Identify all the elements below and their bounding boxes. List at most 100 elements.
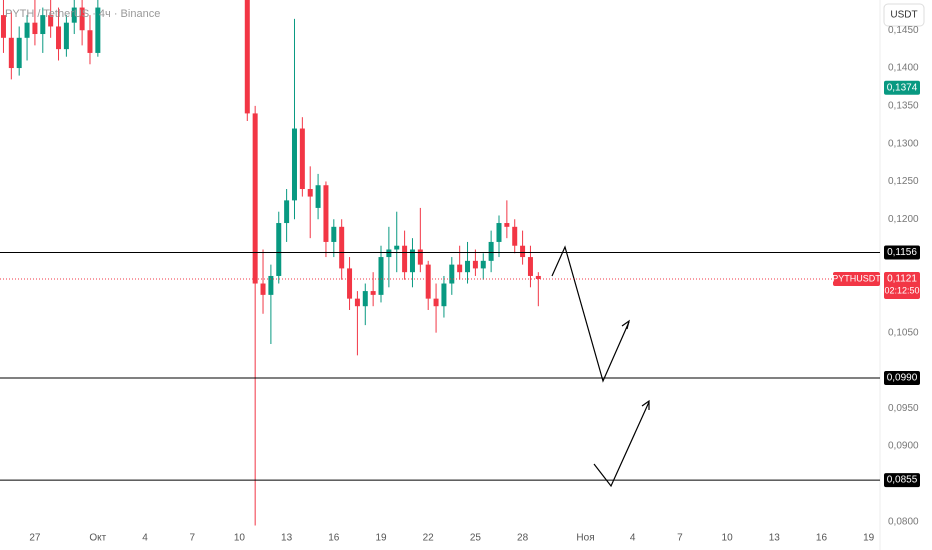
drawings: [551, 245, 650, 488]
currency-label[interactable]: USDT: [890, 10, 917, 21]
y-tick-label: 0,1400: [888, 63, 919, 74]
candle-body: [268, 275, 274, 295]
candle-body: [433, 298, 439, 307]
y-tick-label: 0,1350: [888, 100, 919, 111]
candle-body: [394, 245, 400, 250]
x-tick-label: 19: [375, 533, 387, 544]
x-tick-label: 7: [677, 533, 683, 544]
x-tick-label: 19: [863, 533, 875, 544]
x-tick-label: 4: [142, 533, 148, 544]
candle-body: [95, 7, 101, 53]
price-marker-tag: [884, 80, 920, 95]
candle-body: [362, 291, 368, 307]
candle-body: [71, 7, 77, 23]
y-tick-label: 0,1200: [888, 214, 919, 225]
x-tick-label: Окт: [89, 533, 106, 544]
candles: [0, 0, 541, 526]
candle-body: [24, 22, 30, 38]
candle-body: [291, 128, 297, 201]
candle-body: [441, 283, 447, 307]
level-tag: [884, 473, 920, 488]
candle-body: [488, 241, 494, 261]
x-tick-label: Ноя: [576, 533, 594, 544]
candle-body: [276, 223, 282, 276]
candle-body: [370, 291, 376, 295]
x-tick-label: 10: [722, 533, 734, 544]
countdown-label: 02:12:50: [884, 285, 919, 295]
last-price-label: 0,1121: [887, 274, 917, 285]
level-tag: [884, 245, 920, 260]
candle-body: [56, 26, 62, 50]
candle-body: [48, 15, 54, 27]
candle-body: [496, 223, 502, 242]
level-tag-label: 0,0855: [887, 475, 918, 486]
x-tick-label: 13: [281, 533, 293, 544]
x-tick-label: 10: [234, 533, 246, 544]
currency-button[interactable]: [883, 3, 925, 27]
arrow-head: [621, 319, 630, 330]
symbol-tag-label: PYTHUSDT: [832, 273, 881, 283]
candle-body: [323, 185, 329, 242]
x-tick-label: 7: [189, 533, 195, 544]
y-tick-label: 0,0900: [888, 441, 919, 452]
candle-body: [299, 128, 305, 190]
candle-body: [520, 245, 526, 258]
y-tick-label: 0,0800: [888, 516, 919, 527]
x-tick-label: 4: [630, 533, 636, 544]
y-tick-label: 0,1450: [888, 25, 919, 36]
symbol-title: PYTH / TetherUS · 4ч · Binance: [5, 8, 160, 20]
candle-body: [339, 226, 345, 269]
candle-body: [347, 268, 353, 299]
y-tick-label: 0,0950: [888, 403, 919, 414]
candle-body: [535, 275, 541, 279]
x-tick-label: 16: [816, 533, 828, 544]
candle-body: [307, 189, 313, 197]
level-tag: [884, 371, 920, 386]
candle-body: [244, 0, 250, 114]
candle-body: [527, 257, 533, 276]
candle-body: [252, 113, 258, 284]
last-price-tag: [884, 271, 920, 299]
candle-body: [409, 249, 415, 273]
x-tick-label: 13: [769, 533, 781, 544]
candle-body: [331, 226, 337, 242]
candle-body: [402, 245, 408, 273]
price-marker-label: 0,1374: [887, 82, 918, 93]
candle-body: [87, 30, 93, 53]
candle-body: [472, 260, 478, 269]
candle-body: [284, 200, 290, 224]
candle-body: [32, 22, 38, 35]
candle-body: [0, 15, 6, 38]
x-tick-label: 25: [470, 533, 482, 544]
candle-body: [417, 249, 423, 265]
symbol-tag: [833, 271, 880, 286]
x-tick-label: 16: [328, 533, 340, 544]
candle-body: [504, 223, 510, 227]
candle-body: [79, 7, 85, 31]
candle-body: [260, 283, 266, 295]
candle-body: [8, 37, 14, 69]
candle-body: [480, 260, 486, 269]
candle-body: [425, 264, 431, 299]
candle-body: [354, 298, 360, 307]
candle-body: [40, 15, 46, 35]
candle-body: [378, 257, 384, 295]
candle-body: [16, 37, 22, 69]
candle-body: [465, 260, 471, 273]
level-tag-label: 0,0990: [887, 373, 918, 384]
y-tick-label: 0,1250: [888, 176, 919, 187]
candle-body: [449, 264, 455, 284]
x-tick-label: 27: [29, 533, 41, 544]
candle-body: [512, 226, 518, 246]
projection-path: [551, 245, 630, 383]
y-tick-label: 0,1050: [888, 327, 919, 338]
arrow-head: [641, 399, 650, 410]
candle-body: [457, 264, 463, 273]
y-tick-label: 0,1300: [888, 138, 919, 149]
x-tick-label: 28: [517, 533, 529, 544]
candle-body: [315, 185, 321, 208]
projection-path: [593, 401, 650, 488]
